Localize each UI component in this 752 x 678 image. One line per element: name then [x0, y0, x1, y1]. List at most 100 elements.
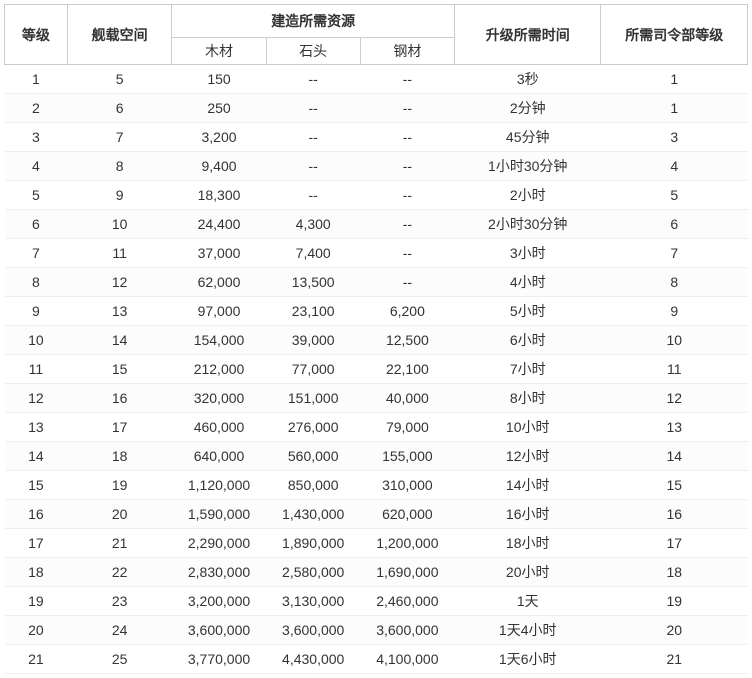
cell-steel: 12,500 — [360, 326, 454, 355]
header-upgrade-time: 升级所需时间 — [454, 5, 601, 65]
cell-space: 9 — [67, 181, 172, 210]
cell-steel: -- — [360, 181, 454, 210]
cell-space: 24 — [67, 616, 172, 645]
cell-wood: 37,000 — [172, 239, 266, 268]
cell-level: 19 — [5, 587, 68, 616]
cell-level: 15 — [5, 471, 68, 500]
cell-steel: 40,000 — [360, 384, 454, 413]
cell-level: 18 — [5, 558, 68, 587]
table-row: 81262,00013,500--4小时8 — [5, 268, 748, 297]
header-hq-level: 所需司令部等级 — [601, 5, 748, 65]
cell-level: 14 — [5, 442, 68, 471]
cell-wood: 212,000 — [172, 355, 266, 384]
header-steel: 钢材 — [360, 38, 454, 65]
cell-wood: 3,770,000 — [172, 645, 266, 674]
cell-space: 25 — [67, 645, 172, 674]
cell-stone: 7,400 — [266, 239, 360, 268]
header-resources-group: 建造所需资源 — [172, 5, 455, 38]
cell-level: 7 — [5, 239, 68, 268]
cell-space: 12 — [67, 268, 172, 297]
table-body: 15150----3秒126250----2分钟1373,200----45分钟… — [5, 65, 748, 674]
cell-stone: 23,100 — [266, 297, 360, 326]
cell-space: 18 — [67, 442, 172, 471]
cell-level: 6 — [5, 210, 68, 239]
cell-stone: 151,000 — [266, 384, 360, 413]
cell-level: 13 — [5, 413, 68, 442]
table-row: 489,400----1小时30分钟4 — [5, 152, 748, 181]
cell-hq: 4 — [601, 152, 748, 181]
cell-hq: 21 — [601, 645, 748, 674]
table-row: 5918,300----2小时5 — [5, 181, 748, 210]
table-row: 91397,00023,1006,2005小时9 — [5, 297, 748, 326]
cell-hq: 13 — [601, 413, 748, 442]
cell-wood: 1,120,000 — [172, 471, 266, 500]
cell-steel: -- — [360, 94, 454, 123]
cell-wood: 250 — [172, 94, 266, 123]
cell-space: 20 — [67, 500, 172, 529]
cell-steel: 310,000 — [360, 471, 454, 500]
cell-time: 7小时 — [454, 355, 601, 384]
cell-steel: 2,460,000 — [360, 587, 454, 616]
cell-hq: 18 — [601, 558, 748, 587]
cell-stone: 850,000 — [266, 471, 360, 500]
cell-level: 1 — [5, 65, 68, 94]
table-row: 1216320,000151,00040,0008小时12 — [5, 384, 748, 413]
cell-time: 16小时 — [454, 500, 601, 529]
cell-space: 16 — [67, 384, 172, 413]
cell-time: 6小时 — [454, 326, 601, 355]
cell-wood: 3,200 — [172, 123, 266, 152]
cell-level: 21 — [5, 645, 68, 674]
cell-level: 5 — [5, 181, 68, 210]
cell-wood: 150 — [172, 65, 266, 94]
upgrade-table: 等级 舰载空间 建造所需资源 升级所需时间 所需司令部等级 木材 石头 钢材 1… — [4, 4, 748, 674]
cell-hq: 8 — [601, 268, 748, 297]
table-row: 16201,590,0001,430,000620,00016小时16 — [5, 500, 748, 529]
cell-space: 22 — [67, 558, 172, 587]
cell-wood: 460,000 — [172, 413, 266, 442]
cell-wood: 320,000 — [172, 384, 266, 413]
cell-space: 10 — [67, 210, 172, 239]
cell-hq: 3 — [601, 123, 748, 152]
cell-hq: 7 — [601, 239, 748, 268]
cell-space: 19 — [67, 471, 172, 500]
cell-steel: 6,200 — [360, 297, 454, 326]
cell-space: 5 — [67, 65, 172, 94]
cell-time: 10小时 — [454, 413, 601, 442]
cell-stone: 1,430,000 — [266, 500, 360, 529]
cell-wood: 62,000 — [172, 268, 266, 297]
cell-hq: 14 — [601, 442, 748, 471]
cell-space: 23 — [67, 587, 172, 616]
table-row: 61024,4004,300--2小时30分钟6 — [5, 210, 748, 239]
cell-time: 8小时 — [454, 384, 601, 413]
cell-level: 12 — [5, 384, 68, 413]
cell-wood: 2,290,000 — [172, 529, 266, 558]
table-row: 1418640,000560,000155,00012小时14 — [5, 442, 748, 471]
table-row: 18222,830,0002,580,0001,690,00020小时18 — [5, 558, 748, 587]
header-ship-space: 舰载空间 — [67, 5, 172, 65]
cell-space: 6 — [67, 94, 172, 123]
cell-wood: 3,600,000 — [172, 616, 266, 645]
cell-time: 4小时 — [454, 268, 601, 297]
cell-stone: -- — [266, 152, 360, 181]
cell-time: 45分钟 — [454, 123, 601, 152]
cell-time: 1天 — [454, 587, 601, 616]
cell-stone: -- — [266, 94, 360, 123]
table-row: 1115212,00077,00022,1007小时11 — [5, 355, 748, 384]
cell-wood: 640,000 — [172, 442, 266, 471]
cell-time: 1小时30分钟 — [454, 152, 601, 181]
table-row: 20243,600,0003,600,0003,600,0001天4小时20 — [5, 616, 748, 645]
cell-level: 20 — [5, 616, 68, 645]
table-row: 19233,200,0003,130,0002,460,0001天19 — [5, 587, 748, 616]
cell-wood: 154,000 — [172, 326, 266, 355]
cell-level: 3 — [5, 123, 68, 152]
cell-stone: 4,430,000 — [266, 645, 360, 674]
table-row: 71137,0007,400--3小时7 — [5, 239, 748, 268]
cell-space: 14 — [67, 326, 172, 355]
cell-space: 15 — [67, 355, 172, 384]
cell-wood: 9,400 — [172, 152, 266, 181]
cell-hq: 11 — [601, 355, 748, 384]
cell-time: 18小时 — [454, 529, 601, 558]
table-row: 15150----3秒1 — [5, 65, 748, 94]
cell-steel: 620,000 — [360, 500, 454, 529]
cell-stone: 3,600,000 — [266, 616, 360, 645]
